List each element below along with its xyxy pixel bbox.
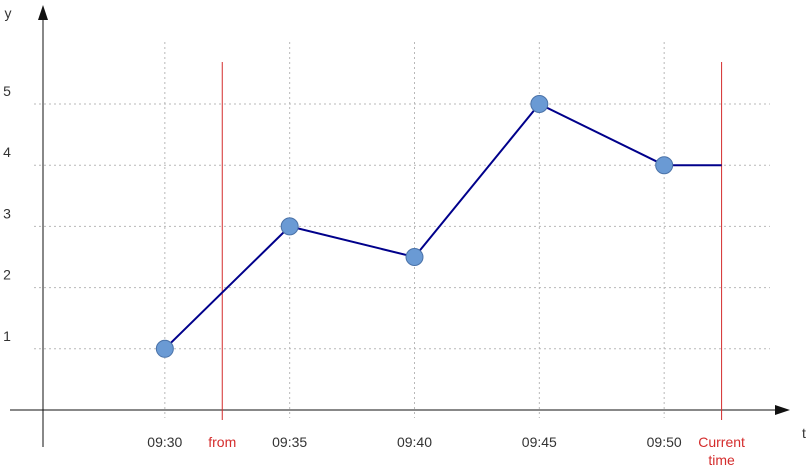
marker-label: from — [208, 434, 236, 450]
y-tick-label: 1 — [3, 328, 11, 344]
y-tick-label: 5 — [3, 83, 11, 99]
data-point — [655, 156, 674, 175]
series-line — [164, 102, 722, 350]
data-point — [530, 95, 549, 113]
y-tick-label: 2 — [3, 267, 11, 283]
data-point — [280, 217, 299, 236]
data-point — [155, 339, 174, 358]
y-tick-label: 4 — [3, 144, 11, 160]
y-tick-label: 3 — [3, 205, 11, 221]
x-tick-label: 09:40 — [397, 434, 432, 450]
x-tick-label: 09:45 — [522, 434, 557, 450]
marker-label: Current time — [698, 434, 745, 466]
x-axis-label: t — [802, 425, 806, 441]
y-axis-label: y — [5, 5, 12, 21]
x-axis-arrow — [775, 405, 790, 415]
x-tick-label: 09:50 — [647, 434, 682, 450]
x-tick-label: 09:30 — [147, 434, 182, 450]
x-tick-label: 09:35 — [272, 434, 307, 450]
data-point — [405, 248, 424, 266]
y-axis-arrow — [38, 5, 48, 20]
